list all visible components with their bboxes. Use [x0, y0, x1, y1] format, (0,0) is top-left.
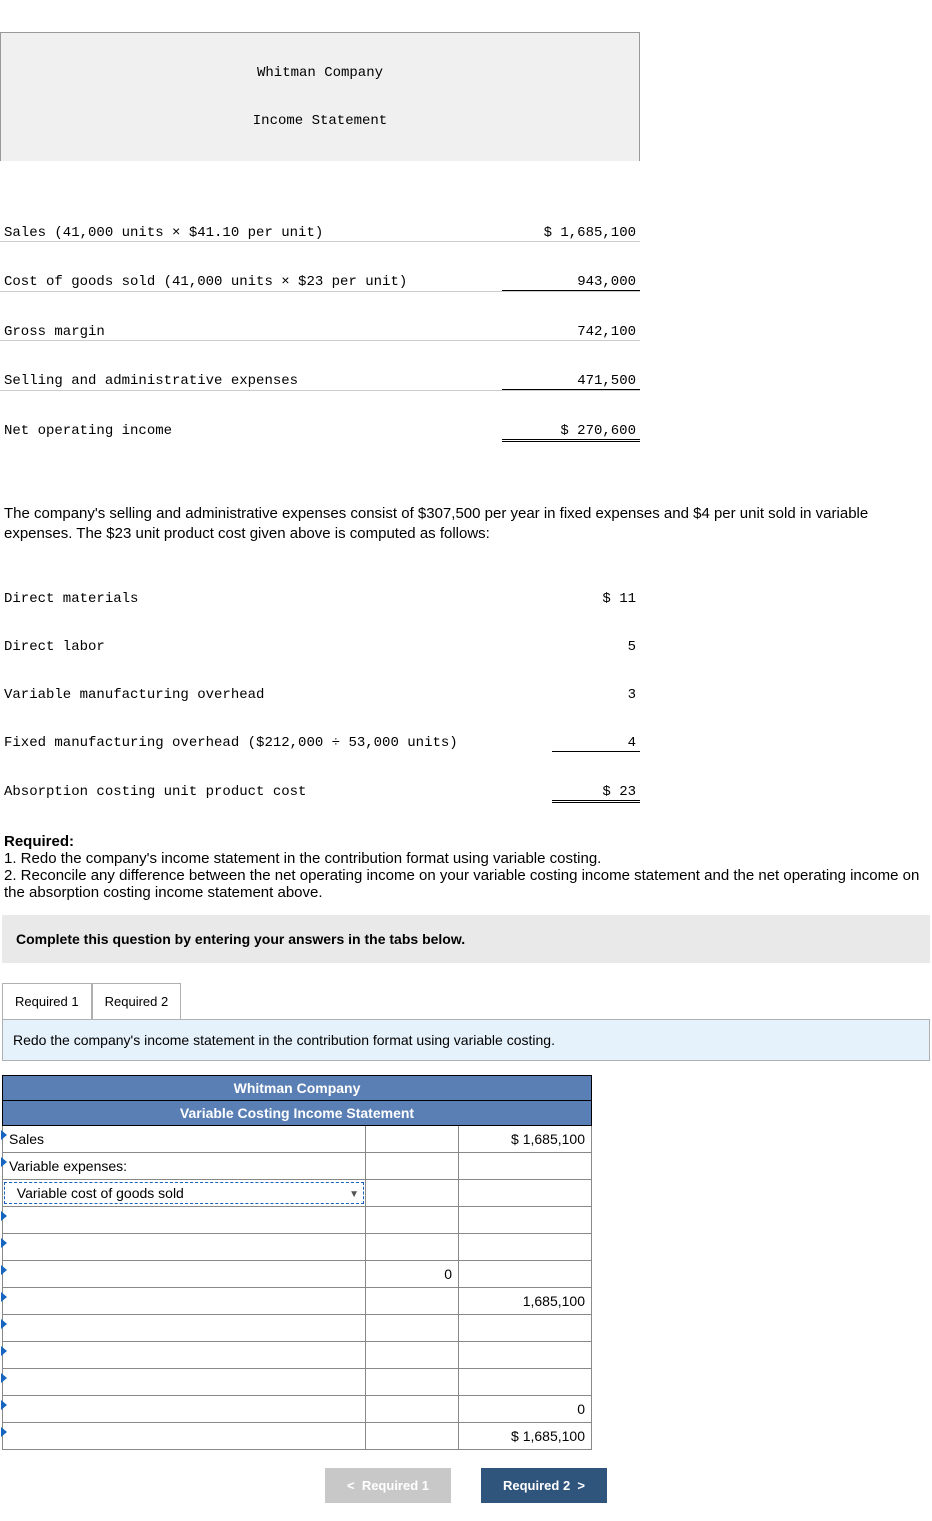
tabs: Required 1 Required 2	[2, 983, 930, 1019]
answer-value-cell[interactable]: 0	[459, 1395, 592, 1422]
required-item: 1. Redo the company's income statement i…	[4, 850, 601, 867]
chevron-right-icon: >	[577, 1478, 585, 1493]
answer-value-cell[interactable]	[459, 1260, 592, 1287]
income-row-label: Selling and administrative expenses	[0, 373, 502, 390]
dropdown-field[interactable]: Variable cost of goods sold▼	[4, 1182, 364, 1204]
answer-mid-cell[interactable]	[366, 1314, 459, 1341]
row-marker-icon	[1, 1265, 7, 1275]
answer-label-cell[interactable]: Variable cost of goods sold▼	[3, 1179, 366, 1206]
answer-label-cell[interactable]	[3, 1341, 366, 1368]
answer-header-2: Variable Costing Income Statement	[3, 1100, 592, 1125]
income-row-label: Cost of goods sold (41,000 units × $23 p…	[0, 274, 502, 291]
cost-value: $ 23	[552, 784, 640, 803]
chevron-down-icon: ▼	[349, 1189, 359, 1200]
next-button[interactable]: Required 2 >	[481, 1468, 607, 1503]
answer-label-cell[interactable]	[3, 1422, 366, 1449]
answer-label-text: Sales	[9, 1131, 44, 1147]
nav-buttons: < Required 1 Required 2 >	[0, 1468, 932, 1503]
row-marker-icon	[1, 1373, 7, 1383]
row-marker-icon	[1, 1211, 7, 1221]
unit-cost-table: Direct materials$ 11 Direct labor5 Varia…	[0, 559, 640, 819]
next-label: Required 2	[503, 1478, 570, 1493]
answer-value-cell[interactable]	[459, 1152, 592, 1179]
answer-mid-cell[interactable]	[366, 1152, 459, 1179]
required-section: Required: 1. Redo the company's income s…	[4, 833, 928, 901]
cost-value: $ 11	[552, 591, 640, 607]
tab-required-2[interactable]: Required 2	[92, 983, 182, 1019]
answer-label-cell[interactable]	[3, 1206, 366, 1233]
answer-label-cell[interactable]	[3, 1314, 366, 1341]
answer-label-cell[interactable]	[3, 1368, 366, 1395]
answer-mid-cell[interactable]	[366, 1395, 459, 1422]
company-name: Whitman Company	[1, 65, 639, 81]
cost-label: Fixed manufacturing overhead ($212,000 ÷…	[0, 735, 552, 752]
cost-value: 5	[552, 639, 640, 655]
chevron-left-icon: <	[347, 1478, 355, 1493]
answer-value-cell[interactable]	[459, 1314, 592, 1341]
answer-value-cell[interactable]	[459, 1206, 592, 1233]
cost-value: 3	[552, 687, 640, 703]
income-row-label: Sales (41,000 units × $41.10 per unit)	[0, 225, 502, 241]
answer-mid-cell[interactable]: 0	[366, 1260, 459, 1287]
income-statement: Whitman Company Income Statement Sales (…	[0, 0, 640, 490]
income-header: Whitman Company Income Statement	[0, 32, 640, 161]
answer-value-cell[interactable]: $ 1,685,100	[459, 1422, 592, 1449]
tab-content-header: Redo the company's income statement in t…	[2, 1019, 930, 1061]
answer-mid-cell[interactable]	[366, 1341, 459, 1368]
row-marker-icon	[1, 1130, 7, 1140]
prev-button[interactable]: < Required 1	[325, 1468, 451, 1503]
answer-mid-cell[interactable]	[366, 1368, 459, 1395]
required-heading: Required:	[4, 833, 74, 850]
answer-label-cell[interactable]	[3, 1395, 366, 1422]
answer-value-cell[interactable]	[459, 1341, 592, 1368]
cost-label: Variable manufacturing overhead	[0, 687, 552, 703]
answer-label-cell[interactable]	[3, 1260, 366, 1287]
row-marker-icon	[1, 1319, 7, 1329]
cost-value: 4	[552, 735, 640, 752]
answer-mid-cell[interactable]	[366, 1233, 459, 1260]
row-marker-icon	[1, 1238, 7, 1248]
answer-label-cell[interactable]	[3, 1233, 366, 1260]
statement-title: Income Statement	[1, 113, 639, 129]
income-row-value: 943,000	[502, 274, 640, 291]
income-row-value: 471,500	[502, 373, 640, 390]
answer-mid-cell[interactable]	[366, 1422, 459, 1449]
paragraph-1: The company's selling and administrative…	[4, 504, 928, 545]
answer-label-cell[interactable]	[3, 1287, 366, 1314]
answer-value-cell[interactable]: 1,685,100	[459, 1287, 592, 1314]
row-marker-icon	[1, 1346, 7, 1356]
income-row-value: $ 270,600	[502, 423, 640, 442]
instruction-bar: Complete this question by entering your …	[2, 915, 930, 963]
answer-mid-cell[interactable]	[366, 1179, 459, 1206]
cost-label: Direct materials	[0, 591, 552, 607]
income-row-label: Net operating income	[0, 423, 502, 442]
answer-value-cell[interactable]	[459, 1368, 592, 1395]
row-marker-icon	[1, 1427, 7, 1437]
income-row-label: Gross margin	[0, 324, 502, 340]
answer-table: Whitman Company Variable Costing Income …	[2, 1075, 592, 1450]
answer-value-cell[interactable]: $ 1,685,100	[459, 1125, 592, 1152]
cost-label: Absorption costing unit product cost	[0, 784, 552, 803]
row-marker-icon	[1, 1157, 7, 1167]
income-body: Sales (41,000 units × $41.10 per unit) $…	[0, 193, 640, 474]
answer-value-cell[interactable]	[459, 1179, 592, 1206]
income-row-value: 742,100	[502, 324, 640, 340]
answer-label-cell[interactable]: Sales	[3, 1125, 366, 1152]
answer-mid-cell[interactable]	[366, 1206, 459, 1233]
cost-label: Direct labor	[0, 639, 552, 655]
answer-mid-cell[interactable]	[366, 1125, 459, 1152]
answer-mid-cell[interactable]	[366, 1287, 459, 1314]
answer-value-cell[interactable]	[459, 1233, 592, 1260]
income-row-value: $ 1,685,100	[502, 225, 640, 241]
answer-header-1: Whitman Company	[3, 1075, 592, 1100]
tab-required-1[interactable]: Required 1	[2, 983, 92, 1019]
required-item: 2. Reconcile any difference between the …	[4, 867, 919, 901]
row-marker-icon	[1, 1292, 7, 1302]
row-marker-icon	[1, 1400, 7, 1410]
prev-label: Required 1	[362, 1478, 429, 1493]
answer-label-cell[interactable]: Variable expenses:	[3, 1152, 366, 1179]
answer-label-text: Variable expenses:	[9, 1158, 127, 1174]
